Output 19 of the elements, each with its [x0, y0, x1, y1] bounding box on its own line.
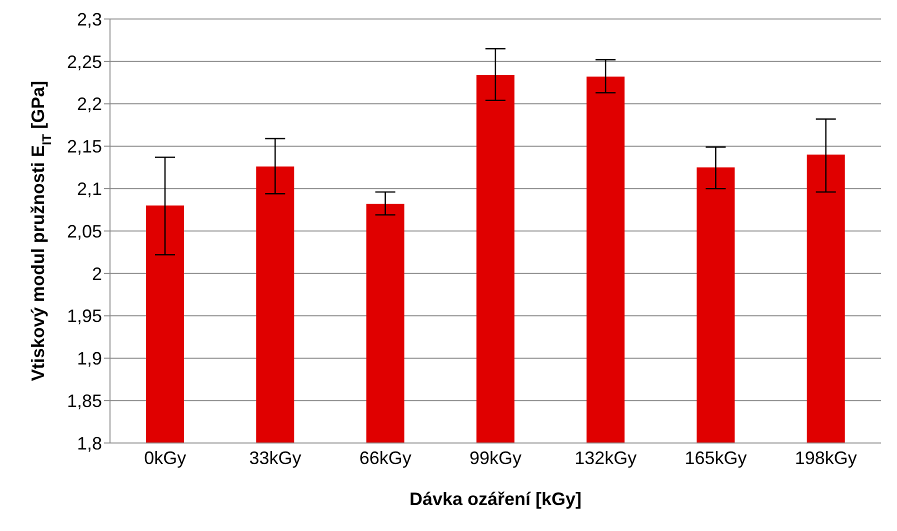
x-tick-label: 66kGy [359, 448, 412, 468]
y-tick-label: 2,15 [66, 136, 102, 157]
y-tick-label: 2,25 [66, 52, 102, 72]
y-tick-label: 2,1 [76, 178, 102, 199]
y-tick-label: 1,95 [66, 306, 102, 326]
x-axis-title: Dávka ozáření [kGy] [409, 489, 582, 509]
x-tick-label: 0kGy [144, 448, 186, 468]
x-tick-label: 198kGy [794, 448, 857, 468]
y-tick-label: 1,85 [66, 390, 102, 411]
y-tick-label: 2,3 [76, 9, 102, 30]
y-tick-label: 2,05 [66, 221, 102, 242]
y-tick-label: 1,9 [76, 348, 102, 369]
y-tick-label: 2 [92, 264, 102, 284]
y-tick-label: 1,8 [76, 433, 102, 454]
x-tick-label: 132kGy [574, 448, 637, 468]
x-tick-label: 33kGy [249, 448, 302, 468]
y-tick-label: 2,2 [76, 94, 102, 114]
x-tick-label: 165kGy [684, 448, 747, 468]
x-tick-label: 99kGy [469, 448, 522, 468]
